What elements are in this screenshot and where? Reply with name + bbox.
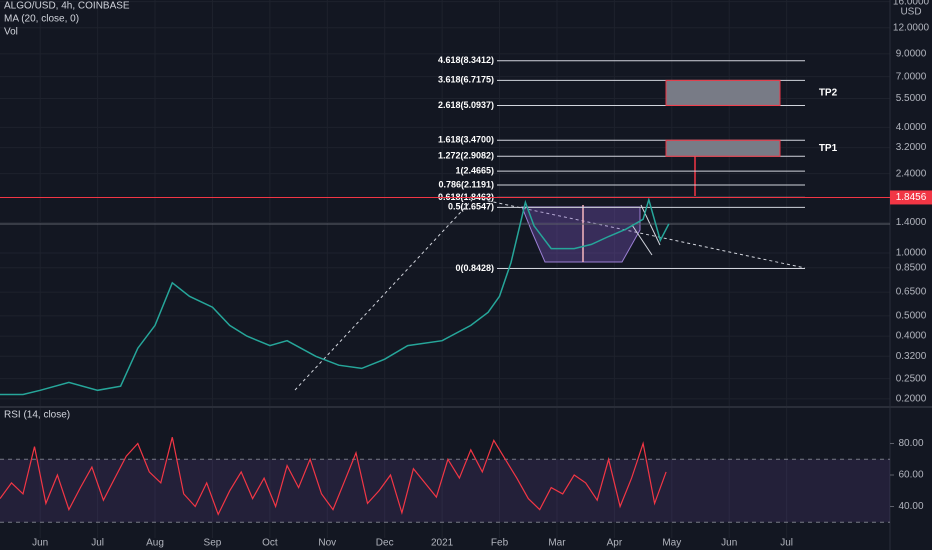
y-tick-label: 5.5000	[896, 93, 927, 104]
rsi-tick-label: 60.00	[898, 470, 923, 481]
flag-line	[640, 204, 661, 246]
y-tick-label: 0.4000	[896, 331, 927, 342]
y-tick-label: 2.4000	[896, 168, 927, 179]
x-tick-label: May	[662, 538, 681, 549]
y-tick-label: 0.5000	[896, 310, 927, 321]
rsi-line	[0, 437, 667, 516]
y-tick-label: 9.0000	[896, 48, 927, 59]
fib-label: 0.786(2.1191)	[438, 179, 494, 189]
y-tick-label: 0.3200	[896, 351, 927, 362]
fib-label: 4.618(8.3412)	[438, 55, 494, 65]
y-tick-label: 3.2000	[896, 142, 927, 153]
x-tick-label: Sep	[204, 538, 222, 549]
x-tick-label: Jun	[721, 538, 737, 549]
ma-indicator: MA (20, close, 0)	[4, 14, 79, 25]
x-tick-label: Mar	[548, 538, 566, 549]
last-price-box	[890, 190, 932, 205]
x-tick-label: Feb	[491, 538, 509, 549]
rsi-title: RSI (14, close)	[4, 410, 70, 421]
fib-label: 0.618(1.8463)	[438, 192, 494, 202]
rsi-tick-label: 40.00	[898, 501, 923, 512]
fib-label: 0.5(1.6547)	[448, 202, 494, 212]
flag-line	[631, 224, 653, 256]
fib-label: 2.618(5.0937)	[438, 100, 494, 110]
y-tick-label: 0.2000	[896, 394, 927, 405]
x-tick-label: Apr	[607, 538, 623, 549]
volume-indicator: Vol	[4, 27, 18, 38]
y-tick-label: 4.0000	[896, 122, 927, 133]
x-tick-label: Jun	[32, 538, 48, 549]
fib-label: 0(0.8428)	[455, 263, 494, 273]
x-tick-label: Jul	[780, 538, 793, 549]
currency: USD	[900, 7, 921, 18]
target-label: TP1	[819, 143, 838, 154]
target-box	[665, 139, 781, 157]
fib-label: 1.618(3.4700)	[438, 135, 494, 145]
y-tick-label: 0.6500	[896, 287, 927, 298]
y-tick-label: 7.0000	[896, 71, 927, 82]
trend-line	[294, 199, 473, 391]
x-tick-label: Nov	[318, 538, 336, 549]
x-tick-label: Oct	[262, 538, 278, 549]
target-box	[665, 79, 781, 106]
fib-label: 3.618(6.7175)	[438, 75, 494, 85]
y-tick-label: 12.0000	[893, 22, 930, 33]
target-label: TP2	[819, 88, 838, 99]
y-tick-label: 0.8500	[896, 262, 927, 273]
x-tick-label: 2021	[431, 538, 454, 549]
y-tick-label: 1.0000	[896, 248, 927, 259]
rsi-tick-label: 80.00	[898, 438, 923, 449]
y-tick-label: 16.0000	[893, 0, 930, 7]
price-line	[0, 196, 670, 396]
x-tick-label: Jul	[91, 538, 104, 549]
symbol: ALGO/USD, 4h, COINBASE	[4, 1, 130, 12]
fib-label: 1(2.4665)	[455, 166, 494, 176]
y-tick-label: 1.4000	[896, 217, 927, 228]
x-tick-label: Dec	[376, 538, 394, 549]
last-price-label: 1.8456	[896, 192, 927, 203]
y-tick-label: 0.2500	[896, 373, 927, 384]
fib-label: 1.272(2.9082)	[438, 151, 494, 161]
x-tick-label: Aug	[146, 538, 164, 549]
